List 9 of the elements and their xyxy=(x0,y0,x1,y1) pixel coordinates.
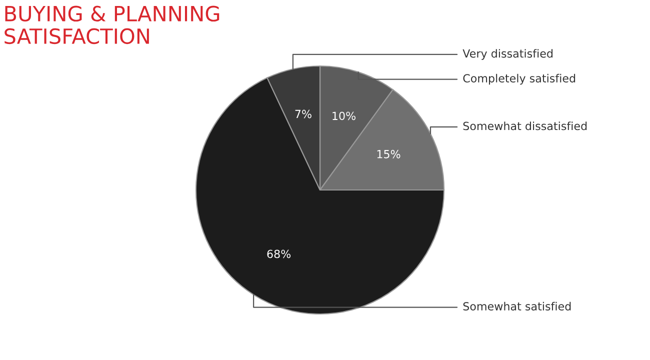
data-label: 7% xyxy=(295,110,312,118)
data-label: 68% xyxy=(267,250,291,258)
slice-label: Somewhat dissatisfied xyxy=(463,122,587,130)
slice-label: Very dissatisfied xyxy=(462,49,552,60)
slice-label: Completely satisfied xyxy=(463,74,576,85)
data-label: 10% xyxy=(332,112,356,120)
chart-title: BUYING & PLANNING SATISFACTION xyxy=(4,6,220,44)
data-label: 15% xyxy=(377,150,400,158)
slice-label: Somewhat satisfied xyxy=(463,302,571,310)
